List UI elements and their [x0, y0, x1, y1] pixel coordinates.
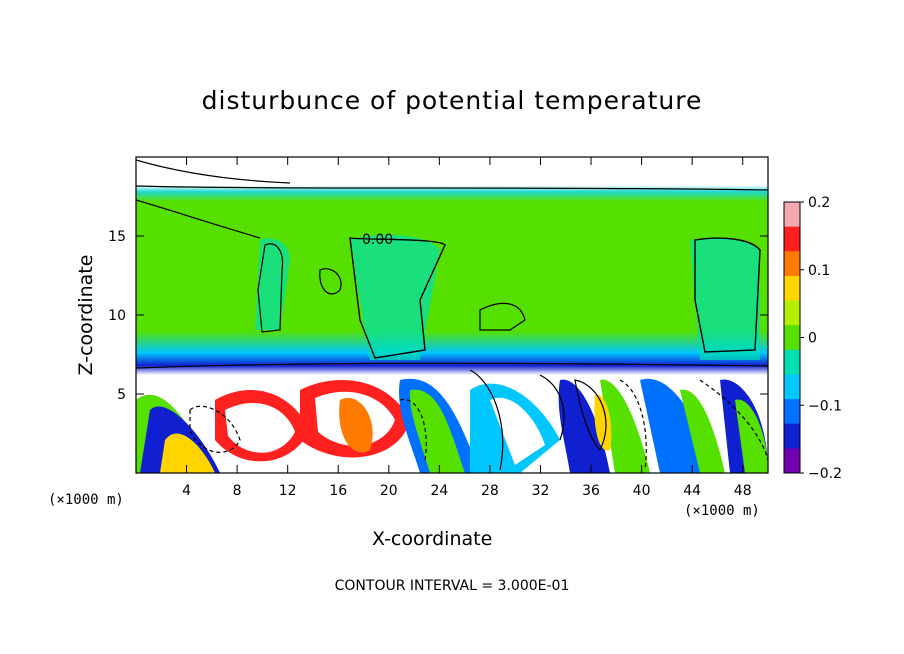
colorbar-swatch	[784, 448, 800, 474]
colorbar-swatch	[784, 300, 800, 326]
colorbar	[783, 201, 801, 474]
colorbar-swatch	[784, 251, 800, 277]
y-tick-label: 10	[108, 308, 126, 324]
contour-label: 0.00	[362, 232, 393, 248]
x-axis-label: X-coordinate	[372, 528, 493, 550]
colorbar-swatch	[784, 275, 800, 302]
x-tick-label: 32	[532, 483, 550, 499]
x-tick-label: 4	[182, 483, 191, 499]
colorbar-swatch	[784, 202, 800, 228]
colorbar-tick-label: −0.1	[808, 398, 842, 414]
colorbar-tick-label: 0.1	[808, 263, 830, 279]
colorbar-ticks: 0.2 0.1 0 −0.1 −0.2	[800, 195, 842, 482]
x-tick-label: 20	[380, 483, 398, 499]
x-tick-label: 28	[481, 483, 499, 499]
x-tick-label: 24	[430, 483, 448, 499]
x-tick-label: 44	[683, 483, 701, 499]
colorbar-tick-label: 0	[808, 331, 817, 347]
contour-interval-note: CONTOUR INTERVAL = 3.000E-01	[334, 578, 570, 594]
x-tick-label: 48	[734, 483, 752, 499]
x-tick-label: 8	[233, 483, 242, 499]
colorbar-tick-label: 0.2	[808, 195, 830, 211]
x-unit-label-left: (×1000 m)	[48, 492, 124, 508]
y-tick-label: 5	[117, 387, 126, 403]
colorbar-swatch	[784, 226, 800, 252]
upper-cells	[255, 234, 760, 360]
colorbar-tick-label: −0.2	[808, 466, 842, 482]
colorbar-swatch	[784, 374, 800, 400]
x-tick-label: 16	[329, 483, 347, 499]
x-tick-label: 40	[633, 483, 651, 499]
y-axis-ticks: 5 10 15	[108, 229, 768, 403]
x-tick-label: 12	[279, 483, 297, 499]
y-tick-label: 15	[108, 229, 126, 245]
colorbar-swatch	[784, 399, 800, 425]
colorbar-swatch	[784, 349, 800, 375]
field-shading	[136, 157, 768, 473]
colorbar-swatch	[784, 325, 800, 351]
x-tick-label: 36	[582, 483, 600, 499]
chart-title: disturbunce of potential temperature	[201, 86, 703, 115]
colorbar-swatch	[784, 423, 800, 449]
x-axis-ticks: 4 8 12 16 20 24 28 32 36 40 44 48	[182, 157, 752, 499]
x-unit-label-right: (×1000 m)	[684, 503, 760, 519]
turbulence-blobs	[136, 378, 768, 473]
contour-lines	[136, 159, 768, 471]
